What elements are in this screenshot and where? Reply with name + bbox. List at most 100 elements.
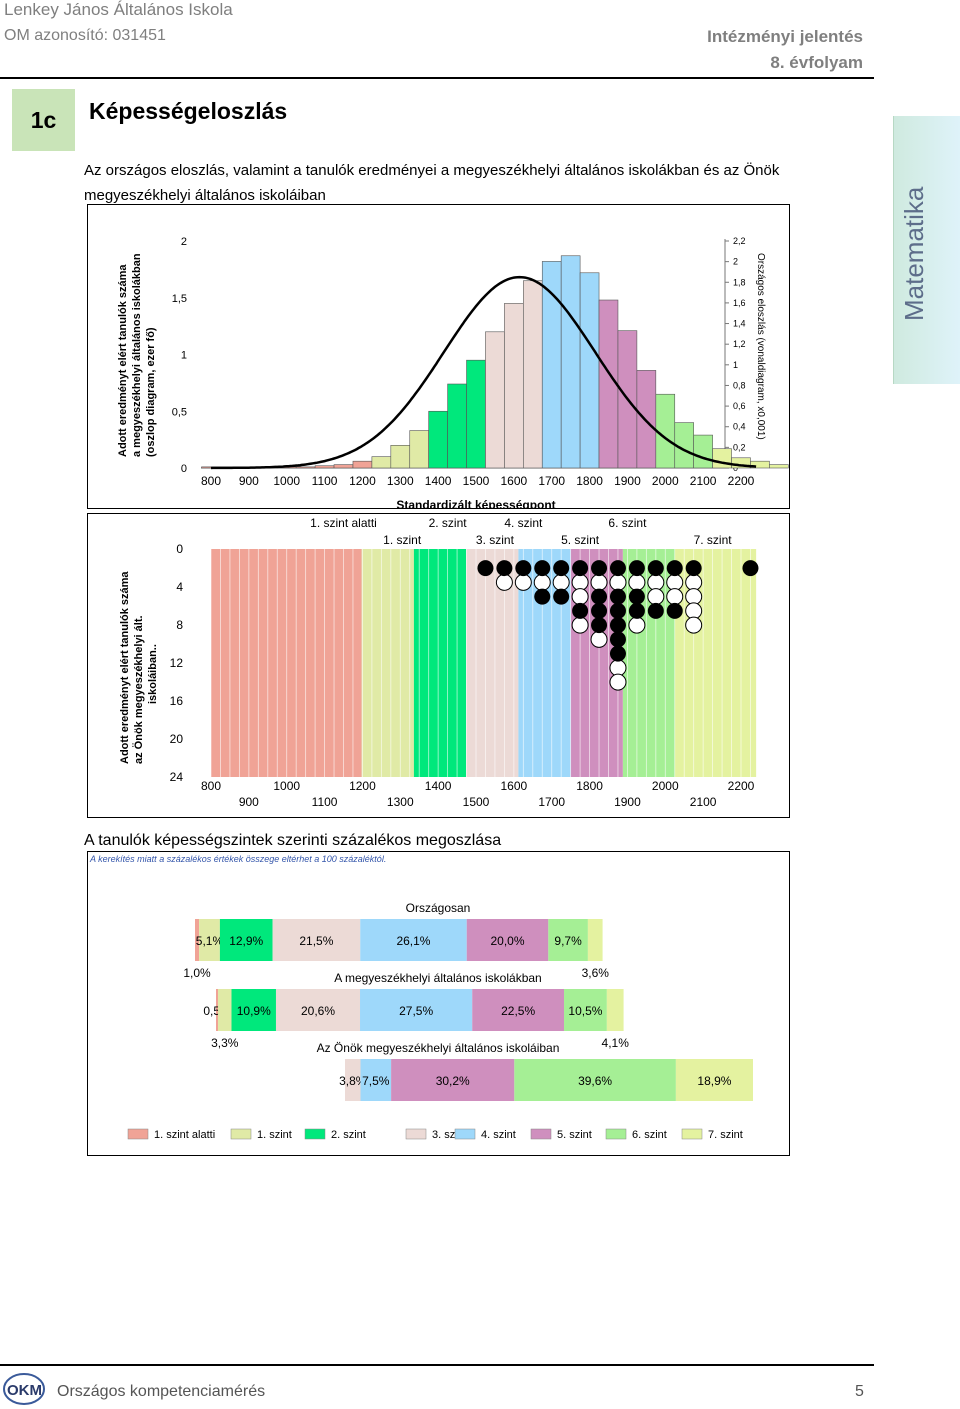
student-dot-empty [685, 588, 703, 606]
student-dot-empty [628, 616, 646, 634]
percent-label: 10,5% [568, 1004, 602, 1018]
percent-segment [231, 989, 276, 1031]
legend-swatch [605, 1128, 627, 1140]
x-tick-label: 1500 [463, 474, 490, 488]
legend-label: 7. szint [708, 1129, 743, 1141]
histogram-bar [295, 466, 316, 469]
student-dot [534, 560, 551, 577]
y-tick-label: 0 [176, 542, 183, 556]
header-divider [0, 77, 874, 79]
student-dot-empty [685, 602, 703, 620]
x-tick-label: 800 [201, 474, 221, 488]
level-label: 4. szint [504, 516, 543, 530]
x-tick-label: 900 [239, 474, 259, 488]
percent-label: 10,9% [237, 1004, 271, 1018]
student-dot-chart: 0 4 8 12 16 20 24 800 900 1000 1100 1200 1300 1400 150… [119, 516, 759, 809]
percent-label: 12,9% [229, 934, 263, 948]
percent-segment [606, 989, 624, 1031]
percent-segment [275, 989, 361, 1031]
percent-label: 9,7% [554, 934, 582, 948]
student-dot [666, 560, 683, 577]
y-tick-label: 12 [170, 656, 184, 670]
student-dot [666, 602, 683, 619]
subject-tab: Matematika [893, 116, 960, 384]
percent-label: 3,8% [339, 1074, 367, 1088]
student-dot [628, 560, 645, 577]
student-dot-empty [495, 573, 513, 591]
percent-segment [391, 1059, 515, 1101]
student-dot-empty [666, 573, 684, 591]
y-axis-title: Adott eredményt elért tanulók száma a meg… [117, 253, 157, 457]
student-dot [591, 617, 608, 634]
x-tick-label: 1000 [273, 779, 300, 793]
y2-tick-label: 2 [733, 257, 738, 267]
student-dot [609, 645, 626, 662]
distribution-chart: 00,511,5200,20,40,60,811,21,41,61,822,28… [117, 236, 789, 512]
student-dot [628, 588, 645, 605]
histogram-bar [560, 255, 581, 469]
row-title: Országosan [406, 901, 471, 915]
x-tick-label: 2100 [690, 795, 717, 809]
intro-text: Az országos eloszlás, valamint a tanulók… [84, 162, 780, 204]
student-dot [591, 560, 608, 577]
y-tick-label: 1 [181, 350, 187, 362]
student-dot [553, 560, 570, 577]
x-tick-label: 1500 [463, 795, 490, 809]
y-tick-label: 2 [181, 236, 187, 248]
national-distribution-line [210, 275, 757, 470]
student-dot [609, 602, 626, 619]
student-dot-empty [647, 588, 665, 606]
percent-segment [216, 989, 219, 1031]
section-title: Képességeloszlás [89, 98, 288, 124]
y-tick-label: 8 [176, 618, 183, 632]
y2-tick-label: 1,2 [733, 339, 746, 349]
row-title: A megyeszékhelyi általános iskolákban [334, 971, 541, 985]
percent-label: 18,9% [697, 1074, 731, 1088]
footer-divider [0, 1364, 874, 1366]
x-tick-label: 1800 [576, 779, 603, 793]
student-dot-empty [666, 588, 684, 606]
page-number: 5 [855, 1383, 864, 1400]
level-label: 5. szint [561, 533, 600, 547]
x-tick-label: 900 [239, 795, 259, 809]
student-dot-empty [533, 573, 551, 591]
histogram-bar [428, 410, 448, 469]
student-dot-chart-frame: 0 4 8 12 16 20 24 800 900 1000 1100 1200 1300 1400 150… [87, 513, 790, 818]
y-tick-label: 16 [170, 694, 184, 708]
student-dot [515, 560, 532, 577]
y-tick-label: 0,5 [172, 406, 187, 418]
percent-segment [564, 989, 607, 1031]
student-dot [591, 588, 608, 605]
level-band [413, 549, 467, 777]
y-axis-title: Adott eredményt elért tanulók száma az Ön… [119, 571, 159, 764]
row-title: Az Önök megyeszékhelyi általános iskolái… [317, 1041, 560, 1055]
percent-label: 22,5% [501, 1004, 535, 1018]
student-dot [477, 560, 494, 577]
y-tick-label: 0 [181, 463, 187, 475]
histogram-bar [636, 370, 657, 469]
percent-label: 3,3% [211, 1036, 239, 1050]
percent-segment [472, 989, 565, 1031]
student-dot [647, 602, 664, 619]
percent-label: 27,5% [399, 1004, 433, 1018]
percent-label: 5,1% [196, 934, 224, 948]
student-dot-empty [609, 659, 627, 677]
student-dot [742, 560, 759, 577]
histogram-bar [447, 383, 467, 469]
percent-label: 1,0% [183, 966, 211, 980]
student-dot [685, 560, 702, 577]
student-dot-empty [647, 573, 665, 591]
percent-caption: A tanulók képességszintek szerinti száza… [84, 832, 502, 849]
x-tick-label: 1200 [349, 474, 376, 488]
legend-label: 1. szint alatti [154, 1129, 215, 1141]
histogram-bar [579, 272, 600, 469]
student-dot [609, 588, 626, 605]
student-dot-empty [609, 573, 627, 591]
y2-tick-label: 0,4 [733, 422, 746, 432]
student-dot-empty [571, 616, 589, 634]
x-tick-label: 1100 [312, 795, 338, 809]
percent-segment [360, 1059, 392, 1101]
histogram-bar [371, 456, 392, 469]
svg-text:OKM: OKM [7, 1382, 42, 1399]
x-tick-label: 1300 [387, 795, 414, 809]
